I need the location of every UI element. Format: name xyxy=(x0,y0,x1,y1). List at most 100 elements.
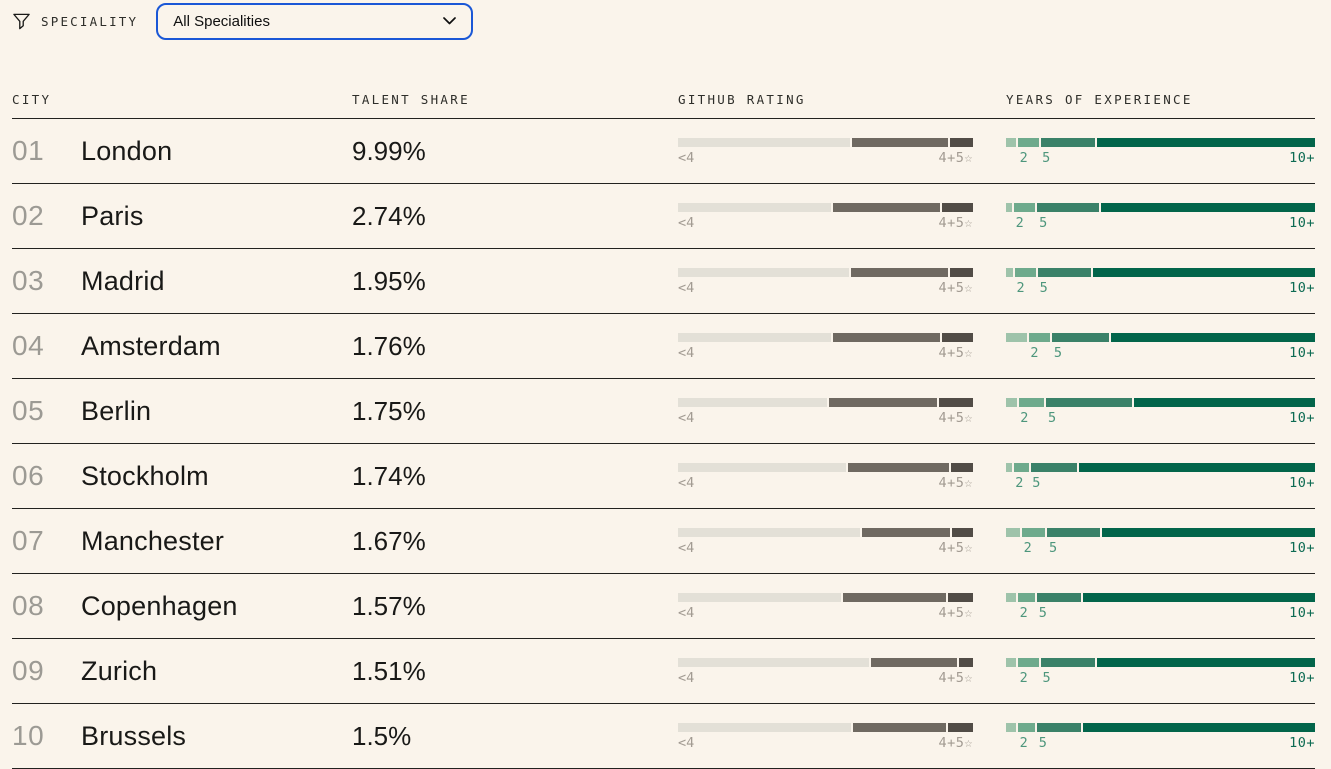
github-segment-5 xyxy=(958,657,973,667)
experience-segment-under2 xyxy=(1006,137,1016,147)
talent-share-value: 1.5% xyxy=(352,720,412,751)
experience-scale-5-label: 5 xyxy=(1039,279,1048,296)
experience-segment-5to10 xyxy=(1052,332,1109,342)
github-segment-below4 xyxy=(678,592,842,602)
experience-segment-10plus xyxy=(1134,397,1315,407)
github-scale-left-label: <4 xyxy=(678,734,695,751)
experience-scale-10-label: 10+ xyxy=(1289,344,1315,361)
github-bar-labels: <4 4+5☆ xyxy=(678,734,973,751)
experience-segment-under2 xyxy=(1006,592,1016,602)
table-row[interactable]: 10 Brussels 1.5% <4 4+5☆ 2 5 xyxy=(12,704,1315,769)
experience-bar xyxy=(1006,332,1315,342)
table-row[interactable]: 01 London 9.99% <4 4+5☆ 2 5 xyxy=(12,119,1315,184)
table-row[interactable]: 04 Amsterdam 1.76% <4 4+5☆ 2 5 xyxy=(12,314,1315,379)
experience-segment-10plus xyxy=(1110,332,1315,342)
rank-number: 06 xyxy=(12,460,45,491)
experience-segment-under2 xyxy=(1006,397,1017,407)
github-rating-bar xyxy=(678,397,973,407)
talent-share-value: 1.75% xyxy=(352,395,426,426)
github-segment-below4 xyxy=(678,332,832,342)
talent-share-value: 1.74% xyxy=(352,460,426,491)
experience-scale-10-label: 10+ xyxy=(1289,279,1315,296)
github-bar-labels: <4 4+5☆ xyxy=(678,604,973,621)
github-scale-right-label: 4+5☆ xyxy=(938,409,973,426)
experience-scale-5-label: 5 xyxy=(1048,539,1058,556)
experience-bar-labels: 2 5 10+ xyxy=(1006,279,1315,296)
rank-number: 09 xyxy=(12,655,45,686)
experience-cell: 2 5 10+ xyxy=(1006,202,1315,231)
github-scale-left-label: <4 xyxy=(678,474,695,491)
github-bar-labels: <4 4+5☆ xyxy=(678,344,973,361)
experience-segment-under2 xyxy=(1006,462,1012,472)
experience-segment-under2 xyxy=(1006,657,1016,667)
experience-scale-2-label: 2 xyxy=(1016,279,1025,296)
experience-segment-10plus xyxy=(1083,722,1315,732)
experience-segment-10plus xyxy=(1092,267,1315,277)
experience-segment-2to5 xyxy=(1013,202,1036,212)
github-segment-below4 xyxy=(678,722,851,732)
github-rating-cell: <4 4+5☆ xyxy=(678,137,973,166)
github-segment-5 xyxy=(942,332,973,342)
experience-bar-labels: 2 5 10+ xyxy=(1006,669,1315,686)
experience-cell: 2 5 10+ xyxy=(1006,657,1315,686)
github-segment-5 xyxy=(950,267,973,277)
table-row[interactable]: 06 Stockholm 1.74% <4 4+5☆ 2 5 xyxy=(12,444,1315,509)
table-row[interactable]: 02 Paris 2.74% <4 4+5☆ 2 5 xyxy=(12,184,1315,249)
github-segment-4 xyxy=(843,592,947,602)
github-scale-right-label: 4+5☆ xyxy=(938,149,973,166)
experience-scale-2-label: 2 xyxy=(1023,539,1032,556)
github-segment-below4 xyxy=(678,137,850,147)
github-rating-cell: <4 4+5☆ xyxy=(678,202,973,231)
speciality-dropdown[interactable]: All Specialities xyxy=(156,2,474,40)
talent-share-value: 1.57% xyxy=(352,590,426,621)
talent-share-value: 1.95% xyxy=(352,265,426,296)
github-rating-cell: <4 4+5☆ xyxy=(678,722,973,751)
experience-scale-10-label: 10+ xyxy=(1289,734,1315,751)
github-scale-right-label: 4+5☆ xyxy=(938,279,973,296)
experience-scale-2-label: 2 xyxy=(1019,149,1028,166)
table-row[interactable]: 03 Madrid 1.95% <4 4+5☆ 2 5 xyxy=(12,249,1315,314)
experience-scale-5-label: 5 xyxy=(1042,669,1051,686)
github-bar-labels: <4 4+5☆ xyxy=(678,669,973,686)
github-scale-right-label: 4+5☆ xyxy=(938,734,973,751)
experience-segment-under2 xyxy=(1006,332,1027,342)
experience-segment-5to10 xyxy=(1037,722,1082,732)
github-rating-bar xyxy=(678,137,973,147)
table-header-row: CITY TALENT SHARE GITHUB RATING YEARS OF… xyxy=(12,80,1315,119)
experience-bar-labels: 2 5 10+ xyxy=(1006,149,1315,166)
experience-scale-5-label: 5 xyxy=(1032,474,1041,491)
column-header-experience: YEARS OF EXPERIENCE xyxy=(1006,91,1193,107)
experience-segment-5to10 xyxy=(1046,397,1133,407)
github-scale-right-label: 4+5☆ xyxy=(938,214,973,231)
rank-number: 02 xyxy=(12,200,45,231)
table-row[interactable]: 05 Berlin 1.75% <4 4+5☆ 2 5 xyxy=(12,379,1315,444)
experience-cell: 2 5 10+ xyxy=(1006,527,1315,556)
github-scale-right-label: 4+5☆ xyxy=(938,604,973,621)
experience-segment-10plus xyxy=(1096,137,1315,147)
table-row[interactable]: 08 Copenhagen 1.57% <4 4+5☆ 2 5 xyxy=(12,574,1315,639)
table-row[interactable]: 09 Zurich 1.51% <4 4+5☆ 2 5 xyxy=(12,639,1315,704)
experience-segment-2to5 xyxy=(1017,137,1039,147)
github-rating-bar xyxy=(678,462,973,472)
github-segment-5 xyxy=(951,527,973,537)
github-scale-left-label: <4 xyxy=(678,344,695,361)
table-row[interactable]: 07 Manchester 1.67% <4 4+5☆ 2 5 xyxy=(12,509,1315,574)
github-scale-left-label: <4 xyxy=(678,279,695,296)
speciality-dropdown-value: All Specialities xyxy=(173,12,270,30)
city-name: Stockholm xyxy=(81,460,209,491)
experience-bar-labels: 2 5 10+ xyxy=(1006,409,1315,426)
experience-bar xyxy=(1006,397,1315,407)
experience-segment-2to5 xyxy=(1017,657,1039,667)
experience-scale-5-label: 5 xyxy=(1042,149,1051,166)
github-scale-right-label: 4+5☆ xyxy=(938,669,973,686)
talent-share-value: 9.99% xyxy=(352,135,426,166)
github-segment-5 xyxy=(949,137,973,147)
filter-funnel-icon xyxy=(13,13,30,29)
github-rating-cell: <4 4+5☆ xyxy=(678,592,973,621)
github-segment-below4 xyxy=(678,267,850,277)
experience-segment-2to5 xyxy=(1014,267,1037,277)
column-header-city: CITY xyxy=(12,91,52,107)
github-scale-left-label: <4 xyxy=(678,214,695,231)
github-scale-right-label: 4+5☆ xyxy=(938,474,973,491)
